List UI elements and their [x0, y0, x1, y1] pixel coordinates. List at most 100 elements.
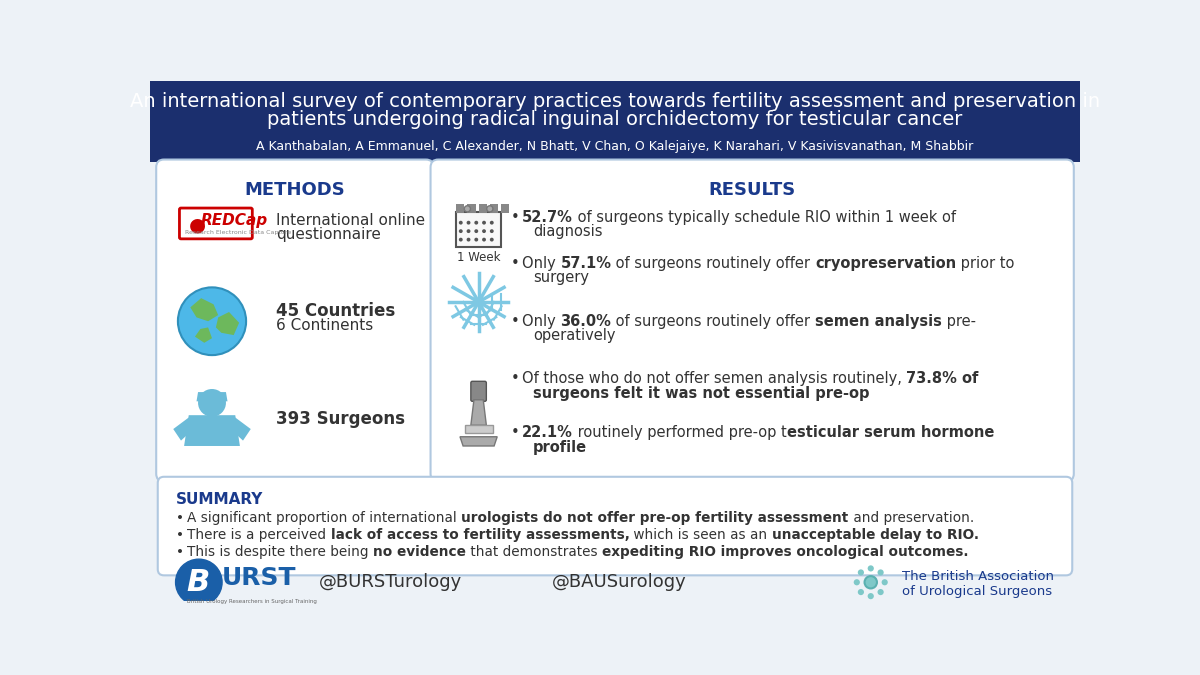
Text: 73.8% of: 73.8% of: [906, 371, 979, 386]
Text: routinely performed pre-op t: routinely performed pre-op t: [572, 425, 787, 440]
Text: •: •: [176, 545, 185, 558]
Text: Only: Only: [522, 256, 560, 271]
Text: REDCap: REDCap: [202, 213, 269, 228]
Text: pre-: pre-: [942, 314, 976, 329]
Circle shape: [858, 589, 864, 595]
Circle shape: [458, 230, 463, 233]
Text: that demonstrates: that demonstrates: [466, 545, 602, 558]
Circle shape: [868, 566, 874, 572]
Text: @BAUSurology: @BAUSurology: [552, 573, 686, 591]
Circle shape: [868, 593, 874, 599]
Text: and preservation.: and preservation.: [848, 511, 974, 524]
Circle shape: [467, 230, 470, 233]
Text: METHODS: METHODS: [245, 181, 346, 199]
Polygon shape: [464, 425, 492, 433]
Circle shape: [458, 238, 463, 242]
Text: The British Association: The British Association: [901, 570, 1054, 583]
Text: International online: International online: [276, 213, 426, 227]
Text: •: •: [511, 425, 520, 440]
Polygon shape: [470, 400, 486, 425]
FancyBboxPatch shape: [431, 159, 1074, 481]
FancyBboxPatch shape: [467, 205, 475, 213]
Text: prior to: prior to: [956, 256, 1014, 271]
FancyBboxPatch shape: [456, 212, 502, 246]
Polygon shape: [216, 312, 239, 335]
Text: •: •: [176, 511, 185, 524]
Text: An international survey of contemporary practices towards fertility assessment a: An international survey of contemporary …: [130, 92, 1100, 111]
FancyBboxPatch shape: [156, 159, 433, 481]
Text: cryopreservation: cryopreservation: [815, 256, 956, 271]
Text: patients undergoing radical inguinal orchidectomy for testicular cancer: patients undergoing radical inguinal orc…: [268, 110, 962, 129]
Text: URST: URST: [222, 566, 296, 590]
Polygon shape: [232, 418, 251, 441]
FancyBboxPatch shape: [479, 205, 487, 213]
FancyBboxPatch shape: [180, 208, 252, 239]
Text: which is seen as an: which is seen as an: [630, 528, 772, 541]
FancyBboxPatch shape: [157, 477, 1073, 575]
Text: British Urology Researchers in Surgical Training: British Urology Researchers in Surgical …: [187, 599, 317, 604]
Text: 45 Countries: 45 Countries: [276, 302, 396, 320]
Text: This is despite there being: This is despite there being: [187, 545, 373, 558]
Polygon shape: [194, 327, 212, 343]
Text: •: •: [511, 210, 520, 225]
Text: esticular serum hormone: esticular serum hormone: [787, 425, 994, 440]
Text: expediting RIO improves oncological outcomes.: expediting RIO improves oncological outc…: [602, 545, 968, 558]
Text: 393 Surgeons: 393 Surgeons: [276, 410, 406, 428]
Circle shape: [864, 576, 877, 589]
Circle shape: [487, 206, 493, 212]
Text: operatively: operatively: [533, 328, 616, 343]
Text: no evidence: no evidence: [373, 545, 466, 558]
Text: B: B: [186, 568, 210, 597]
Text: 22.1%: 22.1%: [522, 425, 572, 440]
Text: @BURSTurology: @BURSTurology: [319, 573, 462, 591]
Text: SUMMARY: SUMMARY: [176, 492, 264, 507]
Circle shape: [490, 230, 493, 233]
FancyBboxPatch shape: [502, 205, 509, 213]
Circle shape: [853, 579, 860, 585]
FancyBboxPatch shape: [490, 205, 498, 213]
Text: A Kanthabalan, A Emmanuel, C Alexander, N Bhatt, V Chan, O Kalejaiye, K Narahari: A Kanthabalan, A Emmanuel, C Alexander, …: [257, 140, 973, 153]
Text: of surgeons routinely offer: of surgeons routinely offer: [611, 314, 815, 329]
Text: unacceptable delay to RIO.: unacceptable delay to RIO.: [772, 528, 979, 541]
Circle shape: [474, 221, 479, 225]
Text: questionnaire: questionnaire: [276, 227, 382, 242]
Text: Research Electronic Data Capture: Research Electronic Data Capture: [185, 230, 292, 235]
Circle shape: [877, 589, 883, 595]
Circle shape: [482, 221, 486, 225]
Circle shape: [482, 230, 486, 233]
Circle shape: [198, 389, 226, 416]
Circle shape: [467, 221, 470, 225]
Circle shape: [458, 221, 463, 225]
Text: •: •: [176, 528, 185, 541]
Text: diagnosis: diagnosis: [533, 224, 602, 239]
Circle shape: [474, 230, 479, 233]
Text: 57.1%: 57.1%: [560, 256, 611, 271]
Text: A significant proportion of international: A significant proportion of internationa…: [187, 511, 461, 524]
FancyBboxPatch shape: [470, 381, 486, 402]
Circle shape: [858, 570, 864, 576]
Text: There is a perceived: There is a perceived: [187, 528, 330, 541]
Circle shape: [178, 288, 246, 355]
Text: 52.7%: 52.7%: [522, 210, 572, 225]
Text: semen analysis: semen analysis: [815, 314, 942, 329]
Text: 36.0%: 36.0%: [560, 314, 611, 329]
Text: •: •: [511, 256, 520, 271]
Text: ●: ●: [188, 216, 205, 235]
Circle shape: [490, 221, 493, 225]
Text: •: •: [511, 314, 520, 329]
Text: surgery: surgery: [533, 271, 589, 286]
FancyBboxPatch shape: [456, 205, 464, 213]
Text: urologists do not offer pre-op fertility assessment: urologists do not offer pre-op fertility…: [461, 511, 848, 524]
Text: •: •: [511, 371, 520, 386]
Text: Of those who do not offer semen analysis routinely,: Of those who do not offer semen analysis…: [522, 371, 906, 386]
Circle shape: [475, 298, 482, 306]
Text: of surgeons typically schedule RIO within 1 week of: of surgeons typically schedule RIO withi…: [572, 210, 956, 225]
Circle shape: [482, 238, 486, 242]
Circle shape: [175, 559, 222, 605]
Circle shape: [882, 579, 888, 585]
Text: lack of access to fertility assessments,: lack of access to fertility assessments,: [330, 528, 630, 541]
Polygon shape: [191, 298, 218, 321]
Polygon shape: [197, 392, 228, 402]
Polygon shape: [173, 418, 192, 441]
Polygon shape: [460, 437, 497, 446]
